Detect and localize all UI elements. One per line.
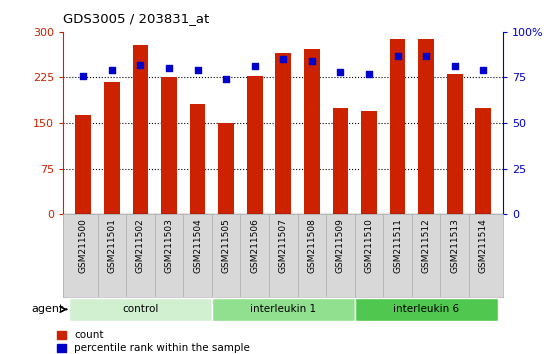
Bar: [276, 53, 291, 214]
Bar: [190, 104, 205, 214]
Point: [279, 56, 288, 62]
Text: GSM211507: GSM211507: [279, 218, 288, 273]
Bar: [161, 78, 177, 214]
Point: [164, 65, 173, 71]
Point: [250, 64, 259, 69]
Text: interleukin 6: interleukin 6: [393, 304, 459, 314]
Bar: [69, 298, 212, 321]
Bar: [212, 298, 355, 321]
Text: GSM211510: GSM211510: [365, 218, 373, 273]
Bar: [247, 76, 262, 214]
Point: [79, 73, 87, 79]
Point: [393, 53, 402, 58]
Point: [136, 62, 145, 68]
Bar: [133, 45, 148, 214]
Text: GSM211502: GSM211502: [136, 218, 145, 273]
Text: GSM211511: GSM211511: [393, 218, 402, 273]
Text: GSM211512: GSM211512: [422, 218, 431, 273]
Bar: [75, 114, 91, 214]
Text: GSM211508: GSM211508: [307, 218, 316, 273]
Bar: [304, 49, 320, 214]
Bar: [104, 82, 120, 214]
Text: GSM211505: GSM211505: [222, 218, 230, 273]
Text: GSM211509: GSM211509: [336, 218, 345, 273]
Bar: [418, 39, 434, 214]
Text: GSM211504: GSM211504: [193, 218, 202, 273]
Point: [365, 71, 373, 76]
Point: [336, 69, 345, 75]
Text: GDS3005 / 203831_at: GDS3005 / 203831_at: [63, 12, 210, 25]
Bar: [355, 298, 498, 321]
Bar: [218, 123, 234, 214]
Point: [450, 64, 459, 69]
Point: [193, 67, 202, 73]
Legend: count, percentile rank within the sample: count, percentile rank within the sample: [57, 330, 250, 353]
Bar: [447, 74, 463, 214]
Text: control: control: [122, 304, 158, 314]
Point: [307, 58, 316, 64]
Point: [222, 76, 230, 82]
Bar: [390, 39, 405, 214]
Text: GSM211514: GSM211514: [478, 218, 488, 273]
Bar: [361, 111, 377, 214]
Text: GSM211513: GSM211513: [450, 218, 459, 273]
Bar: [475, 108, 491, 214]
Point: [422, 53, 431, 58]
Text: GSM211501: GSM211501: [107, 218, 116, 273]
Point: [107, 67, 116, 73]
Text: agent: agent: [31, 304, 64, 314]
Text: GSM211506: GSM211506: [250, 218, 259, 273]
Point: [479, 67, 488, 73]
Bar: [333, 108, 348, 214]
Text: GSM211500: GSM211500: [79, 218, 88, 273]
Text: interleukin 1: interleukin 1: [250, 304, 316, 314]
Text: GSM211503: GSM211503: [164, 218, 173, 273]
